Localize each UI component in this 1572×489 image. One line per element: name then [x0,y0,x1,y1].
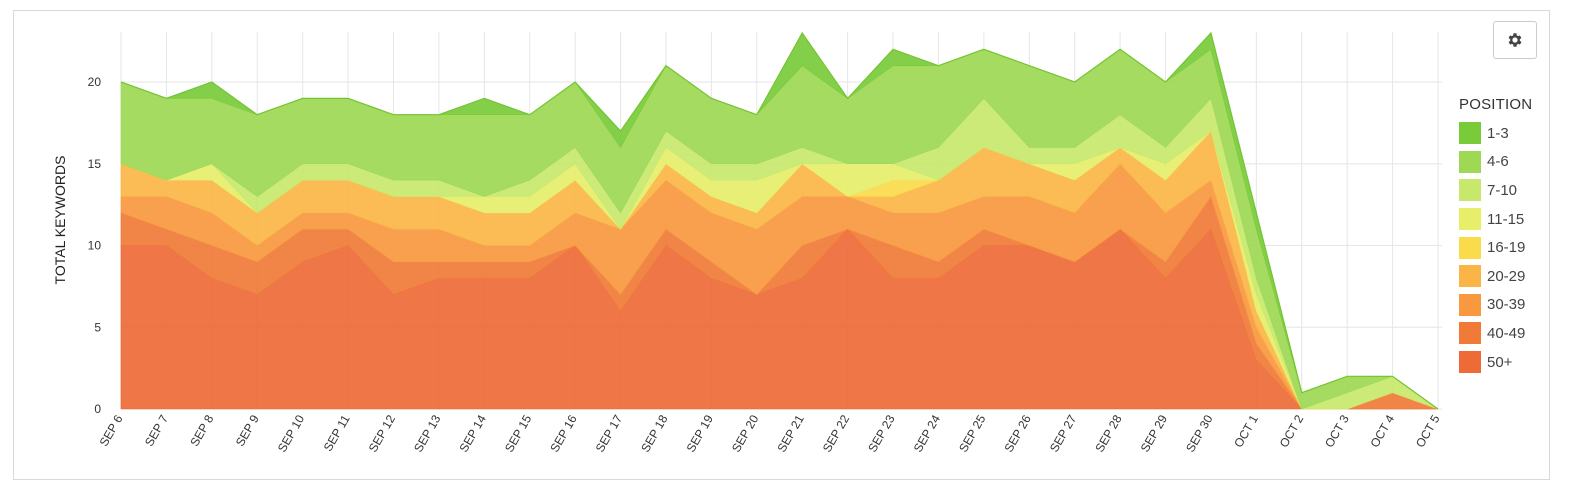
legend-label: 50+ [1487,353,1513,371]
legend-item[interactable]: 7-10 [1459,176,1532,205]
x-tick-label: OCT 2 [1277,412,1307,450]
x-tick-label: SEP 18 [638,412,671,454]
area-top-outline [120,31,1439,410]
legend-title: POSITION [1459,96,1533,113]
x-tick-label: SEP 28 [1092,412,1125,454]
legend-label: 16-19 [1487,239,1526,257]
legend: POSITION 1-3 4-6 7-10 11-15 16-19 20-29 30-39 4… [1459,96,1532,376]
y-axis-title: TOTAL KEYWORDS [52,155,68,285]
x-tick-label: SEP 17 [593,412,626,454]
legend-swatch [1459,293,1481,316]
legend-label: 20-29 [1487,267,1526,285]
legend-swatch [1459,122,1481,145]
legend-label: 40-49 [1487,324,1526,342]
x-tick-label: SEP 15 [502,412,535,454]
legend-label: 11-15 [1487,210,1525,228]
y-tick-label: 20 [88,75,102,89]
legend-label: 4-6 [1487,153,1509,171]
x-tick-label: SEP 12 [366,412,399,454]
x-tick-label: SEP 23 [865,412,898,454]
x-tick-label: SEP 13 [411,412,444,454]
legend-swatch [1459,208,1481,231]
y-tick-label: 0 [94,402,101,416]
settings-button[interactable] [1493,21,1537,59]
gear-icon [1508,33,1522,47]
x-tick-label: OCT 5 [1413,412,1443,450]
x-tick-label: SEP 30 [1183,412,1216,454]
x-tick-label: SEP 20 [729,412,762,454]
legend-swatch [1459,322,1481,345]
legend-label: 7-10 [1487,181,1518,199]
x-tick-label: SEP 9 [233,412,262,449]
legend-item[interactable]: 20-29 [1459,262,1532,291]
legend-swatch [1459,179,1481,202]
legend-swatch [1459,150,1481,173]
chart-areas [120,31,1439,410]
x-tick-label: SEP 16 [547,412,580,454]
legend-item[interactable]: 40-49 [1459,319,1532,348]
y-tick-label: 15 [88,157,102,171]
x-tick-label: OCT 3 [1322,412,1352,450]
x-tick-label: SEP 25 [956,412,989,454]
x-tick-label: SEP 22 [820,412,853,454]
x-tick-label: SEP 14 [457,412,490,454]
x-tick-label: SEP 10 [275,412,308,454]
legend-swatch [1459,236,1481,259]
legend-item[interactable]: 50+ [1459,348,1532,377]
x-tick-label: SEP 24 [911,412,944,454]
x-tick-label: SEP 27 [1047,412,1080,454]
legend-swatch [1459,265,1481,288]
y-tick-label: 5 [94,320,101,334]
y-tick-label: 10 [88,239,102,253]
legend-label: 1-3 [1487,124,1509,142]
x-tick-label: OCT 4 [1367,412,1397,450]
legend-item[interactable]: 11-15 [1459,205,1532,234]
x-tick-label: SEP 21 [774,412,807,454]
x-tick-label: SEP 29 [1138,412,1171,454]
x-tick-label: SEP 6 [97,412,126,449]
legend-item[interactable]: 30-39 [1459,291,1532,320]
legend-item[interactable]: 4-6 [1459,148,1532,177]
legend-label: 30-39 [1487,296,1526,314]
x-tick-label: SEP 7 [142,412,171,449]
x-tick-label: SEP 11 [321,412,353,454]
legend-item[interactable]: 16-19 [1459,233,1532,262]
x-tick-label: SEP 26 [1002,412,1035,454]
x-tick-label: OCT 1 [1231,412,1261,450]
legend-swatch [1459,351,1481,374]
x-tick-label: SEP 8 [187,412,216,449]
x-tick-label: SEP 19 [684,412,717,454]
legend-item[interactable]: 1-3 [1459,119,1532,148]
